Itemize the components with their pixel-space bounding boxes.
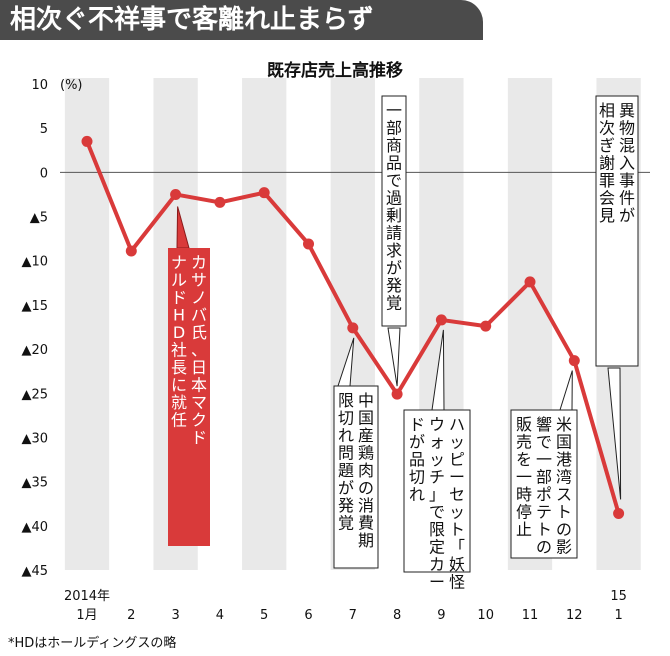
annotation-text: ドが品切れ xyxy=(409,415,425,504)
annotation-text: 異物混入事件が xyxy=(619,101,635,225)
data-point xyxy=(435,314,447,326)
x-tick-label: 7 xyxy=(349,608,357,623)
x-tick-label: 6 xyxy=(304,608,312,623)
annotation-text: 一部商品で過剰請求が発覚 xyxy=(386,101,402,313)
y-tick-label: ▲25 xyxy=(21,387,48,402)
data-point xyxy=(125,245,137,257)
x-tick-label: 1 xyxy=(614,608,622,623)
y-tick-label: ▲5 xyxy=(30,211,48,226)
y-unit-label: (%) xyxy=(60,78,83,93)
annotation-text: ナルド H D 社長に就任 xyxy=(171,253,187,430)
footnote: *HDはホールディングスの略 xyxy=(8,636,177,651)
headline: 相次ぐ不祥事で客離れ止まらず xyxy=(0,0,483,40)
annotation-pointer xyxy=(387,327,401,387)
x-tick-label: 10 xyxy=(477,608,494,623)
annotation-box xyxy=(595,95,639,367)
y-tick-label: ▲35 xyxy=(21,476,48,491)
annotation-pointer xyxy=(559,370,573,411)
x-year-label: 2014年 xyxy=(64,589,110,604)
y-tick-label: 5 xyxy=(40,122,48,137)
annotation-box xyxy=(510,409,578,559)
annotation-text: 響で一部ポテトの xyxy=(536,415,552,557)
annotation-text: 限切れ問題が発覚 xyxy=(338,391,354,533)
data-point xyxy=(303,238,314,250)
y-tick-label: 0 xyxy=(40,166,48,181)
annotation-text: 販売を一時停止 xyxy=(516,415,532,539)
annotation-text: 中国産鶏肉の消費期 xyxy=(358,391,374,550)
annotation-text: カサノバ氏、日本マクド xyxy=(191,253,207,447)
y-tick-label: ▲20 xyxy=(21,343,48,358)
x-tick-label: 3 xyxy=(171,608,179,623)
y-tick-label: ▲40 xyxy=(21,520,48,535)
annotation-box xyxy=(403,409,471,573)
y-tick-label: 10 xyxy=(31,78,48,93)
x-tick-label: 11 xyxy=(522,608,539,623)
y-tick-label: ▲45 xyxy=(21,564,48,579)
data-point xyxy=(81,135,93,147)
data-point xyxy=(347,322,359,334)
x-tick-label: 5 xyxy=(260,608,268,623)
data-point xyxy=(568,355,580,367)
data-point xyxy=(524,276,536,288)
chart-title: 既存店売上高推移 xyxy=(267,61,403,81)
data-point xyxy=(258,187,270,199)
annotation-box xyxy=(381,95,407,327)
grid-band xyxy=(242,78,287,570)
data-point xyxy=(214,196,226,208)
x-tick-label: 8 xyxy=(393,608,401,623)
annotation-box xyxy=(168,248,210,546)
x-tick-label: 1月 xyxy=(76,608,97,623)
y-tick-label: ▲15 xyxy=(21,299,48,314)
grid-band xyxy=(64,78,110,570)
annotation-text: ハッピーセット「妖怪 xyxy=(449,415,465,592)
data-point xyxy=(613,507,625,519)
x-tick-label: 9 xyxy=(437,608,445,623)
annotation-text: 相次ぎ謝罪会見 xyxy=(599,101,615,225)
data-point xyxy=(391,388,403,400)
annotation-pointer xyxy=(607,367,622,500)
x-tick-label: 12 xyxy=(566,608,583,623)
annotation-box xyxy=(333,385,379,569)
x-tick-label: 2 xyxy=(127,608,135,623)
data-point xyxy=(480,320,492,332)
x-tick-label: 4 xyxy=(216,608,224,623)
annotation-text: 米国港湾ストの影 xyxy=(556,415,572,557)
x-year-label: 15 xyxy=(610,589,627,604)
data-point xyxy=(170,188,182,200)
y-tick-label: ▲30 xyxy=(21,431,48,446)
y-tick-label: ▲10 xyxy=(21,255,48,270)
annotation-text: ウォッチ」で限定カー xyxy=(429,415,445,592)
